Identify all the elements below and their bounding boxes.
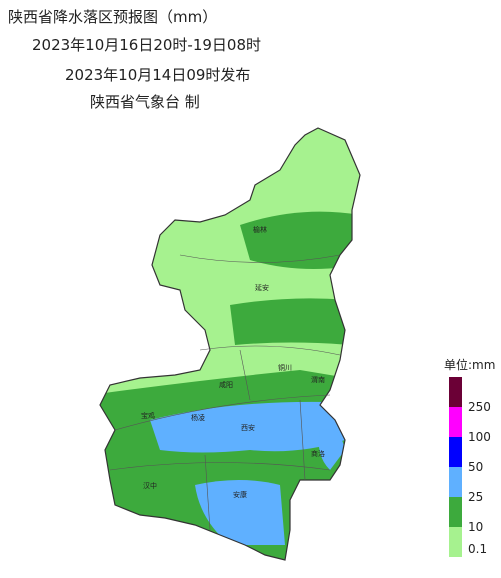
city-label: 汉中 xyxy=(143,481,157,490)
legend-label: 10 xyxy=(468,520,483,534)
city-label: 安康 xyxy=(233,490,247,499)
forecast-period: 2023年10月16日20时-19日08时 xyxy=(32,36,261,54)
legend-label: 25 xyxy=(468,490,483,504)
legend-swatch xyxy=(449,437,462,467)
precip-areas xyxy=(100,128,360,560)
area-10mm xyxy=(100,370,360,560)
legend-swatch xyxy=(449,407,462,437)
city-borders xyxy=(109,254,341,531)
issue-time: 2023年10月14日09时发布 xyxy=(65,66,250,84)
area-25mm xyxy=(195,480,285,545)
legend-swatch xyxy=(449,497,462,527)
city-label: 宝鸡 xyxy=(141,411,155,420)
legend-swatch xyxy=(449,377,462,407)
issuer: 陕西省气象台 制 xyxy=(90,93,200,111)
legend-swatch xyxy=(449,467,462,497)
legend-swatch xyxy=(449,527,462,557)
city-label: 杨凌 xyxy=(191,413,205,422)
legend-title: 单位:mm xyxy=(444,357,495,372)
city-label: 渭南 xyxy=(311,375,325,384)
area-25mm xyxy=(150,401,345,453)
legend-label: 0.1 xyxy=(468,542,487,556)
legend-label: 100 xyxy=(468,430,491,444)
legend-label: 50 xyxy=(468,460,483,474)
city-label: 商洛 xyxy=(311,449,325,458)
city-label: 咸阳 xyxy=(219,380,233,389)
map-title: 陕西省降水落区预报图（mm） xyxy=(8,8,217,26)
legend-label: 250 xyxy=(468,400,491,414)
city-label: 延安 xyxy=(255,283,269,292)
area-10mm xyxy=(240,211,360,269)
area-10mm xyxy=(230,298,350,345)
city-label: 西安 xyxy=(241,423,255,432)
area-25mm xyxy=(318,429,345,470)
city-label: 铜川 xyxy=(278,363,292,372)
legend: 单位:mm 250 100 50 25 10 0.1 xyxy=(444,357,495,557)
city-label: 榆林 xyxy=(253,225,267,234)
